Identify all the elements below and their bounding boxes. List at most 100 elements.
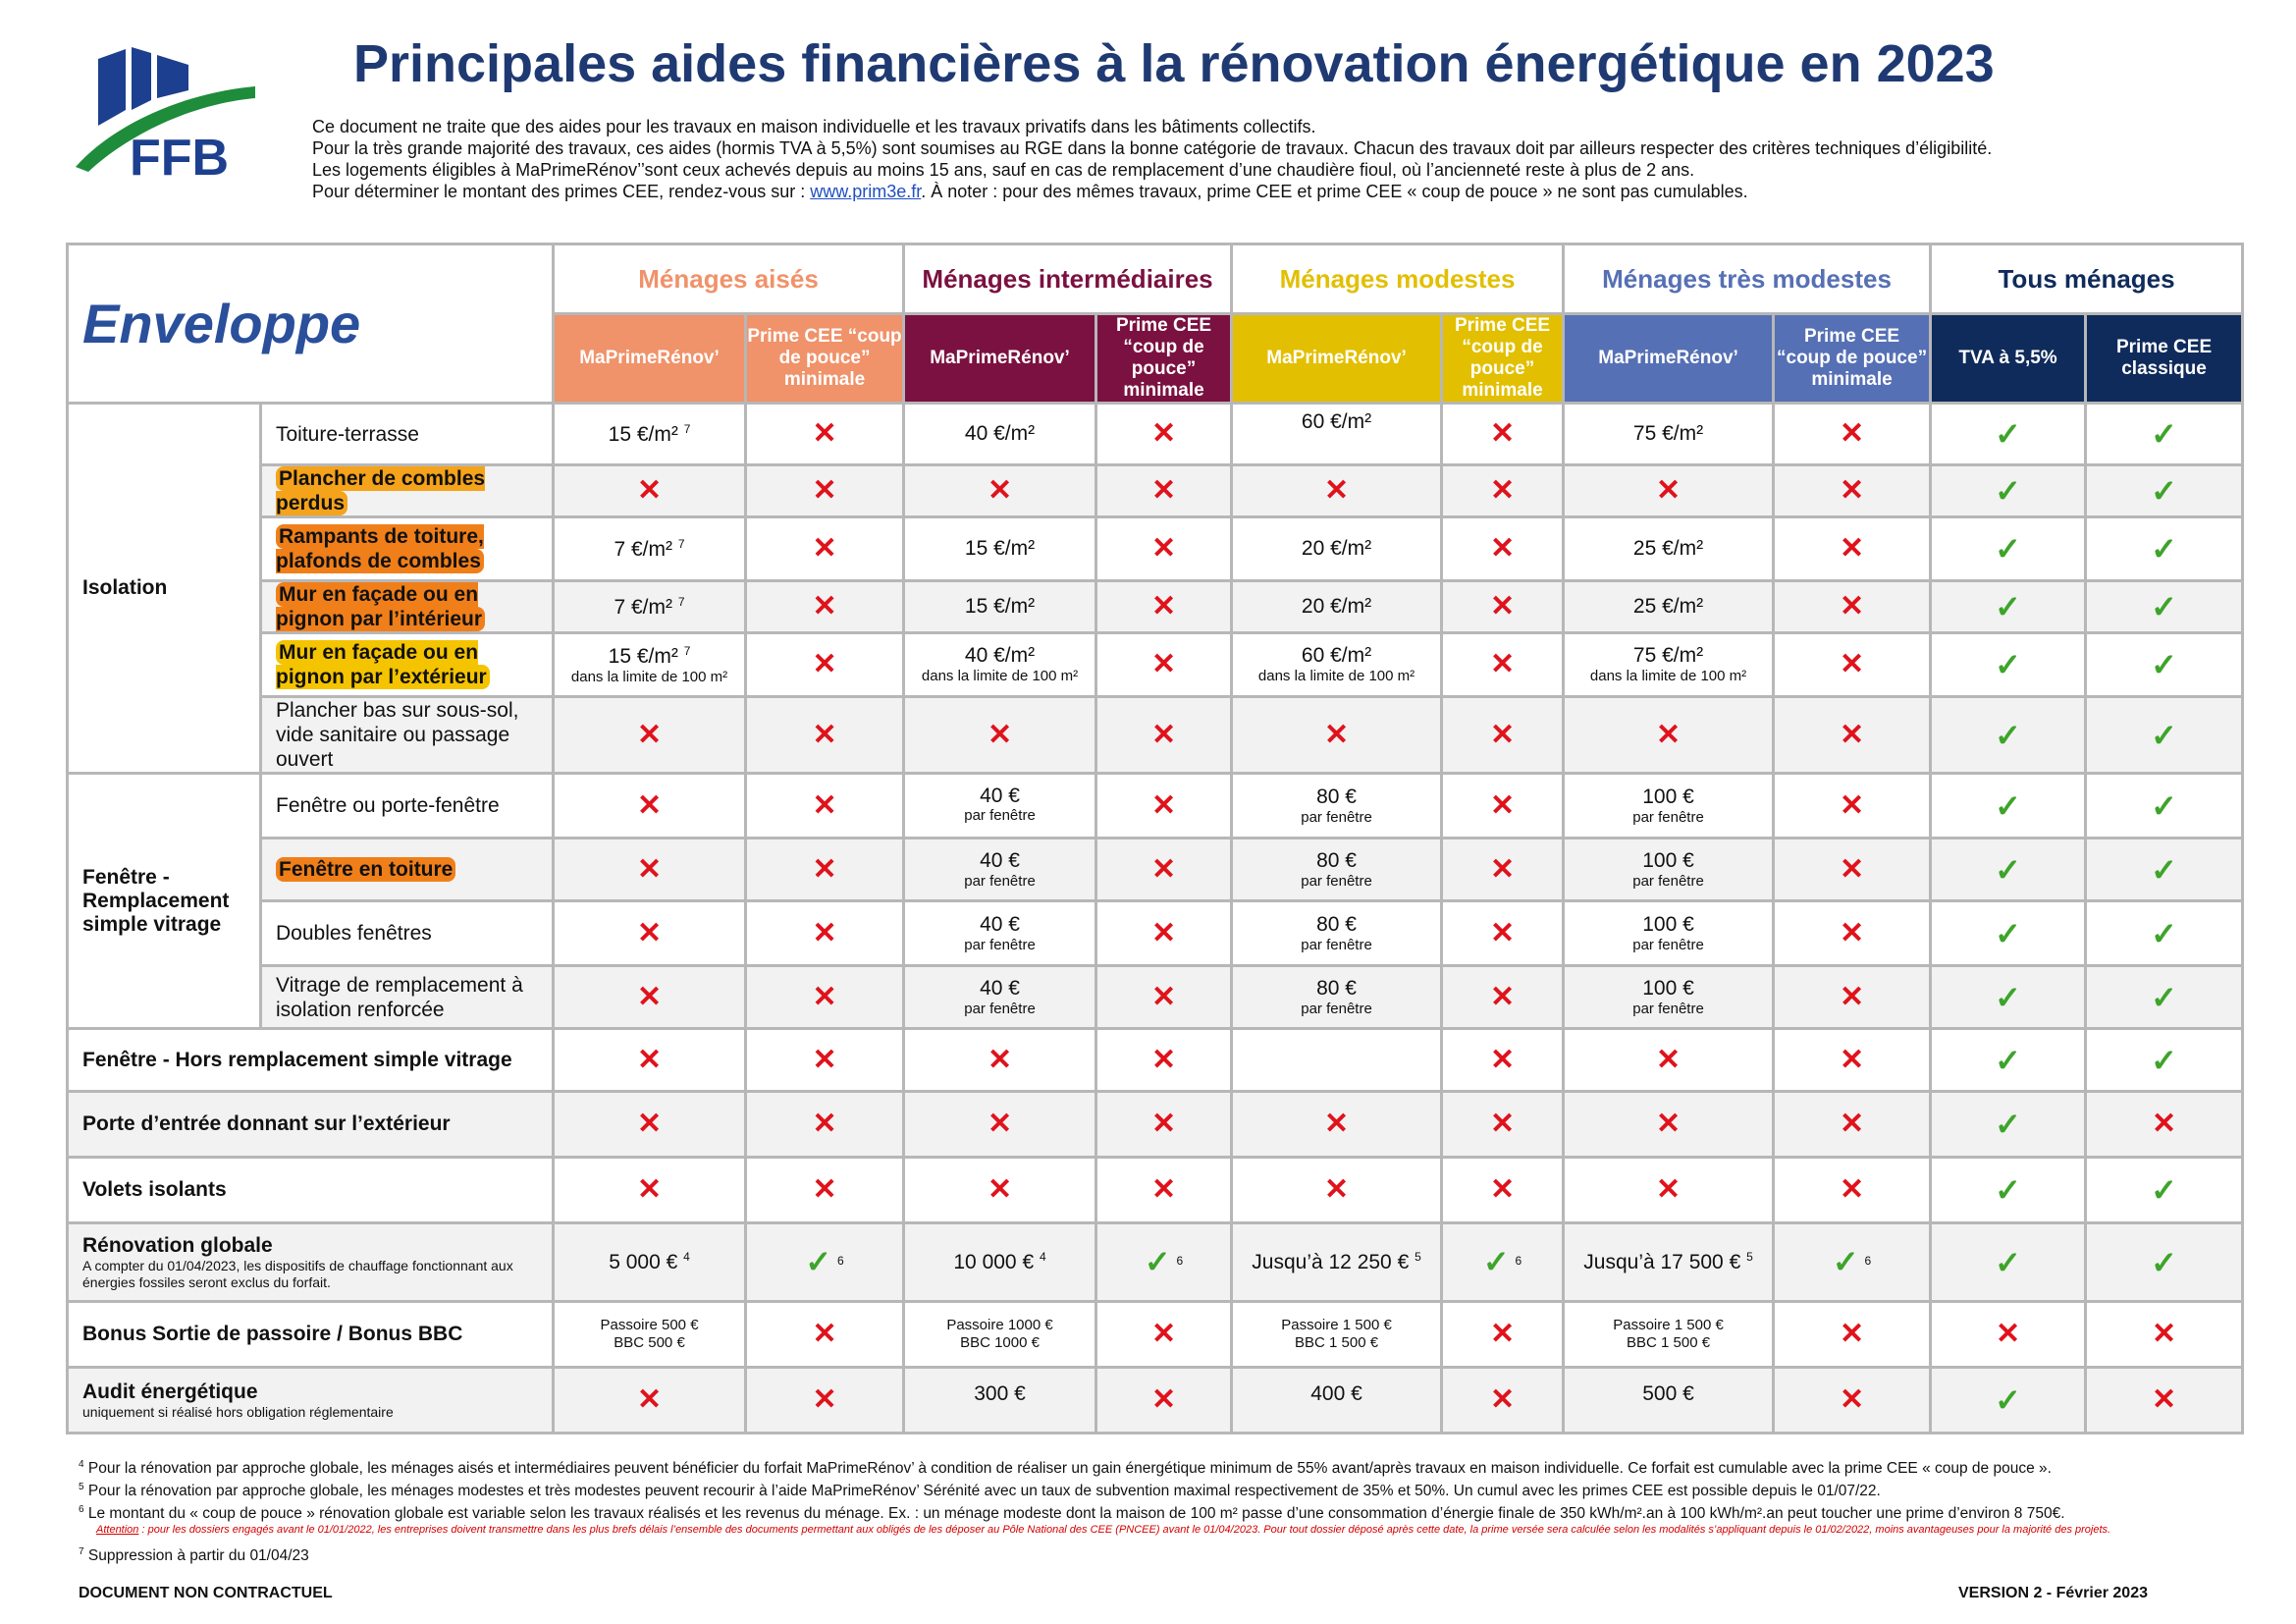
cross-icon: ✕	[1772, 899, 1933, 967]
cell-value: 25 €/m²	[1562, 515, 1776, 582]
empty-cell	[1230, 1027, 1444, 1093]
item-plancher-combles: Plancher de combles perdus	[258, 463, 556, 518]
cell-value: 100 € par fenêtre	[1562, 964, 1776, 1030]
check-icon: ✓	[2084, 899, 2245, 967]
cell-value: 40 € par fenêtre	[902, 772, 1098, 839]
check-icon: ✓	[2084, 1156, 2245, 1224]
cross-icon: ✕	[1772, 463, 1933, 518]
cat-porte: Porte d’entrée donnant sur l’extérieur	[65, 1090, 556, 1159]
cross-icon: ✕	[744, 772, 906, 839]
cross-icon: ✕	[552, 1027, 748, 1093]
check-icon: ✓	[2084, 515, 2245, 582]
item-toiture: Toiture-terrasse	[258, 402, 556, 466]
cross-icon: ✕	[1230, 463, 1444, 518]
cross-icon: ✕	[1440, 837, 1566, 902]
cross-icon: ✕	[1230, 695, 1444, 775]
cross-icon: ✕	[744, 402, 906, 466]
prim3e-link[interactable]: www.prim3e.fr	[810, 182, 922, 201]
cell-value: 15 €/m² 7 dans la limite de 100 m²	[552, 631, 748, 698]
cross-icon: ✕	[1562, 1156, 1776, 1224]
cell-value: 7 €/m² 7	[552, 515, 748, 582]
cross-icon: ✕	[1440, 1366, 1566, 1435]
cross-icon: ✕	[744, 1300, 906, 1369]
cross-icon: ✕	[902, 463, 1098, 518]
cell-value: 40 €/m²	[902, 402, 1098, 466]
cat-renovation-globale: Rénovation globale A compter du 01/04/20…	[65, 1221, 556, 1303]
cross-icon: ✕	[1562, 1090, 1776, 1159]
cell-value: 15 €/m² 7	[552, 402, 748, 466]
cross-icon: ✕	[1440, 463, 1566, 518]
cell-value: Passoire 1 500 € BBC 1 500 €	[1230, 1300, 1444, 1369]
cell-value: ✓ 6	[1095, 1221, 1234, 1303]
item-fenetre-toiture: Fenêtre en toiture	[258, 837, 556, 902]
cross-icon: ✕	[2084, 1366, 2245, 1435]
cell-value: Jusqu’à 12 250 € 5	[1230, 1221, 1444, 1303]
check-icon: ✓	[1929, 463, 2088, 518]
check-icon: ✓	[2084, 695, 2245, 775]
cross-icon: ✕	[1772, 631, 1933, 698]
cross-icon: ✕	[1095, 964, 1234, 1030]
cross-icon: ✕	[1095, 772, 1234, 839]
cross-icon: ✕	[744, 695, 906, 775]
cross-icon: ✕	[1095, 402, 1234, 466]
cell-value: Passoire 1000 € BBC 1000 €	[902, 1300, 1098, 1369]
sub-mpr: MaPrimeRénov’	[1230, 312, 1444, 405]
cross-icon: ✕	[744, 1366, 906, 1435]
cross-icon: ✕	[552, 899, 748, 967]
check-icon: ✓	[1144, 1243, 1171, 1279]
cell-value: 15 €/m²	[902, 579, 1098, 634]
cell-value: 500 €	[1562, 1366, 1776, 1435]
cell-value: 80 € par fenêtre	[1230, 837, 1444, 902]
check-icon: ✓	[2084, 772, 2245, 839]
cross-icon: ✕	[552, 964, 748, 1030]
section-title: Enveloppe	[65, 243, 556, 405]
check-icon: ✓	[1482, 1243, 1510, 1279]
cross-icon: ✕	[1440, 899, 1566, 967]
cell-value: Passoire 500 € BBC 500 €	[552, 1300, 748, 1369]
sub-cdp: Prime CEE “coup de pouce” minimale	[1095, 312, 1234, 405]
cell-value: 60 €/m²	[1230, 402, 1444, 466]
check-icon: ✓	[1929, 1221, 2088, 1303]
cell-value: 100 € par fenêtre	[1562, 772, 1776, 839]
cross-icon: ✕	[1440, 1300, 1566, 1369]
item-plancher-bas: Plancher bas sur sous-sol, vide sanitair…	[258, 695, 556, 775]
cross-icon: ✕	[744, 1156, 906, 1224]
cross-icon: ✕	[1095, 899, 1234, 967]
cross-icon: ✕	[1095, 579, 1234, 634]
cross-icon: ✕	[1095, 515, 1234, 582]
item-doubles-fenetres: Doubles fenêtres	[258, 899, 556, 967]
cross-icon: ✕	[1440, 772, 1566, 839]
cell-value: Jusqu’à 17 500 € 5	[1562, 1221, 1776, 1303]
non-contractuel: DOCUMENT NON CONTRACTUEL	[79, 1585, 333, 1601]
cross-icon: ✕	[902, 1156, 1098, 1224]
cross-icon: ✕	[1095, 1366, 1234, 1435]
check-icon: ✓	[1929, 899, 2088, 967]
sub-tva: TVA à 5,5%	[1929, 312, 2088, 405]
group-tres-modestes: Ménages très modestes	[1562, 243, 1933, 315]
check-icon: ✓	[1929, 402, 2088, 466]
page-title: Principales aides financières à la rénov…	[353, 34, 1995, 93]
sub-mpr: MaPrimeRénov’	[1562, 312, 1776, 405]
cell-value: 100 € par fenêtre	[1562, 899, 1776, 967]
group-tous: Tous ménages	[1929, 243, 2245, 315]
item-rampants: Rampants de toiture, plafonds de combles	[258, 515, 556, 582]
sub-cee: Prime CEE classique	[2084, 312, 2245, 405]
ffb-logo: FFB	[76, 47, 255, 182]
cell-value: 10 000 € 4	[902, 1221, 1098, 1303]
cross-icon: ✕	[744, 463, 906, 518]
cross-icon: ✕	[1929, 1300, 2088, 1369]
item-mur-interieur: Mur en façade ou en pignon par l’intérie…	[258, 579, 556, 634]
cross-icon: ✕	[1095, 1027, 1234, 1093]
cross-icon: ✕	[1095, 631, 1234, 698]
cross-icon: ✕	[552, 837, 748, 902]
cross-icon: ✕	[1095, 1156, 1234, 1224]
cross-icon: ✕	[1095, 1300, 1234, 1369]
item-fenetre-pf: Fenêtre ou porte-fenêtre	[258, 772, 556, 839]
version: VERSION 2 - Février 2023	[1958, 1585, 2148, 1601]
cross-icon: ✕	[552, 1090, 748, 1159]
cross-icon: ✕	[902, 1090, 1098, 1159]
cell-value: 20 €/m²	[1230, 579, 1444, 634]
cross-icon: ✕	[1772, 402, 1933, 466]
cross-icon: ✕	[552, 1366, 748, 1435]
cross-icon: ✕	[1095, 463, 1234, 518]
